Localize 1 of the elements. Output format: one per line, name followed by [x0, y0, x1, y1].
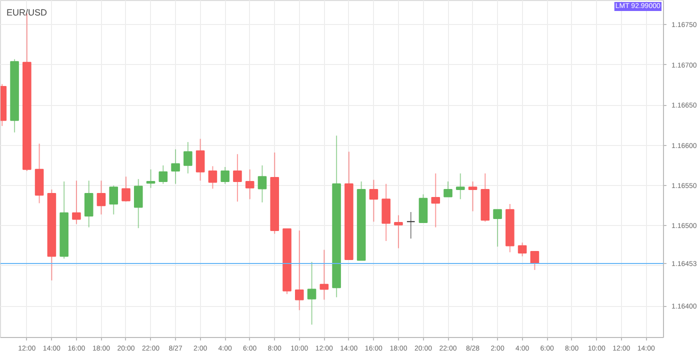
- annotation: EUR/USD: [6, 8, 48, 18]
